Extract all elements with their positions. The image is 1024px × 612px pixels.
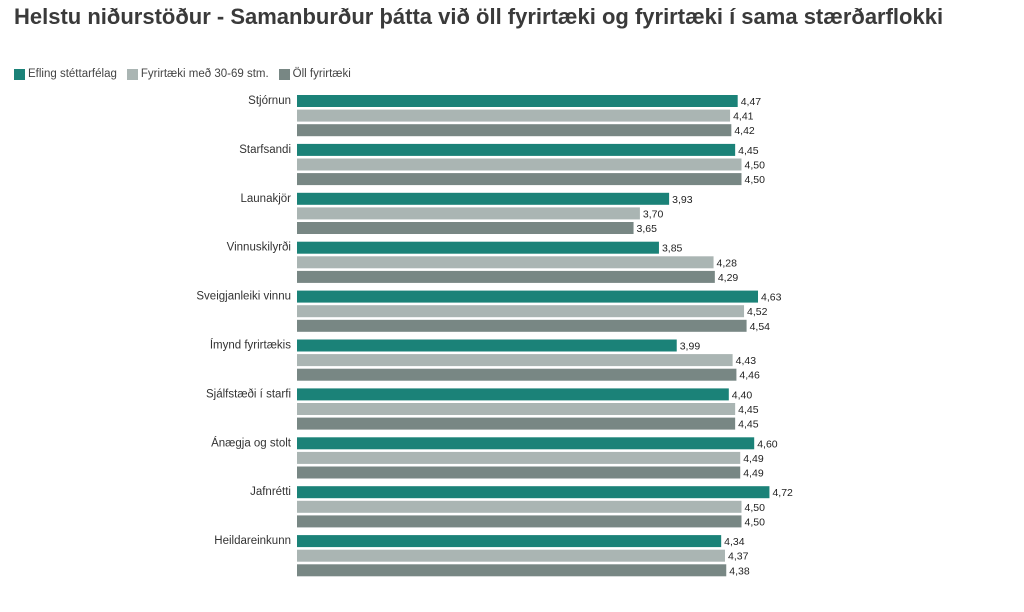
category-label: Stjórnun	[248, 95, 291, 107]
bar[interactable]	[297, 368, 737, 381]
bar[interactable]	[297, 124, 732, 137]
bar[interactable]	[297, 354, 733, 367]
bar[interactable]	[297, 339, 677, 352]
legend-item-efling[interactable]: Efling stéttarfélag	[14, 68, 117, 80]
bar[interactable]	[297, 173, 742, 186]
bar[interactable]	[297, 95, 738, 107]
data-label: 4,34	[724, 536, 745, 548]
data-label: 4,29	[718, 272, 739, 284]
category-label: Vinnuskilyrði	[227, 242, 291, 254]
bar[interactable]	[297, 437, 755, 450]
data-label: 4,54	[750, 321, 771, 333]
data-label: 4,50	[745, 502, 766, 514]
legend-swatch	[126, 68, 138, 80]
data-label: 4,40	[732, 389, 753, 401]
category-label: Launakjör	[240, 193, 291, 205]
data-label: 4,50	[745, 516, 766, 528]
data-label: 3,85	[662, 243, 683, 255]
chart-title: Helstu niðurstöður - Samanburður þátta v…	[14, 4, 944, 29]
legend-item-oll-fyrirtaeki[interactable]: Öll fyrirtæki	[278, 68, 351, 80]
data-label: 4,28	[717, 257, 738, 269]
bar[interactable]	[297, 466, 741, 479]
data-label: 4,60	[757, 438, 778, 450]
bar[interactable]	[297, 319, 747, 332]
bar[interactable]	[297, 270, 715, 283]
category-label: Ímynd fyrirtækis	[210, 339, 291, 352]
data-label: 3,70	[643, 208, 664, 220]
bar[interactable]	[297, 535, 722, 548]
data-label: 4,72	[772, 487, 793, 499]
data-label: 4,50	[745, 174, 766, 186]
legend-swatch	[14, 68, 25, 80]
bar[interactable]	[297, 564, 727, 577]
data-label: 4,38	[729, 565, 750, 577]
data-label: 3,65	[637, 223, 658, 235]
bar[interactable]	[297, 256, 714, 269]
data-label: 4,45	[738, 404, 759, 416]
data-label: 4,63	[761, 292, 782, 304]
bar[interactable]	[297, 403, 736, 415]
data-label: 4,49	[743, 453, 764, 465]
bar[interactable]	[297, 290, 759, 303]
data-label: 4,49	[743, 468, 764, 480]
bar[interactable]	[297, 515, 742, 528]
bar[interactable]	[297, 158, 742, 171]
bar[interactable]	[297, 549, 725, 562]
data-label: 4,46	[739, 370, 760, 382]
bar[interactable]	[297, 192, 670, 205]
bar[interactable]	[297, 451, 741, 464]
bar[interactable]	[297, 500, 742, 513]
data-label: 3,93	[672, 194, 693, 206]
legend: Efling stéttarfélag Fyrirtæki með 30-69 …	[14, 68, 351, 80]
bar[interactable]	[297, 143, 736, 156]
bar[interactable]	[297, 388, 729, 401]
data-label: 4,50	[745, 160, 766, 172]
data-label: 4,45	[738, 145, 759, 157]
bar[interactable]	[297, 417, 736, 430]
legend-item-fyrirtaeki-30-69[interactable]: Fyrirtæki með 30-69 stm.	[126, 68, 269, 80]
category-label: Ánægja og stolt	[211, 436, 292, 449]
category-label: Starfsandi	[239, 144, 291, 156]
data-label: 4,47	[741, 96, 762, 108]
bar[interactable]	[297, 486, 770, 499]
data-label: 4,43	[736, 355, 757, 367]
bar[interactable]	[297, 207, 640, 220]
legend-label: Öll fyrirtæki	[292, 68, 351, 80]
legend-label: Fyrirtæki með 30-69 stm.	[140, 68, 269, 80]
data-label: 4,42	[734, 125, 755, 137]
category-label: Heildareinkunn	[214, 535, 291, 547]
data-label: 3,99	[680, 341, 701, 353]
bar[interactable]	[297, 305, 745, 318]
bar[interactable]	[297, 222, 634, 234]
legend-label: Efling stéttarfélag	[28, 68, 117, 80]
data-label: 4,37	[728, 551, 749, 563]
bar[interactable]	[297, 241, 659, 254]
category-label: Sjálfstæði í starfi	[206, 388, 291, 400]
data-label: 4,52	[747, 306, 768, 318]
legend-swatch	[278, 68, 290, 80]
bar[interactable]	[297, 109, 731, 122]
category-label: Jafnrétti	[250, 486, 291, 498]
category-label: Sveigjanleiki vinnu	[196, 291, 291, 303]
data-label: 4,41	[733, 111, 754, 123]
data-label: 4,45	[738, 419, 759, 431]
